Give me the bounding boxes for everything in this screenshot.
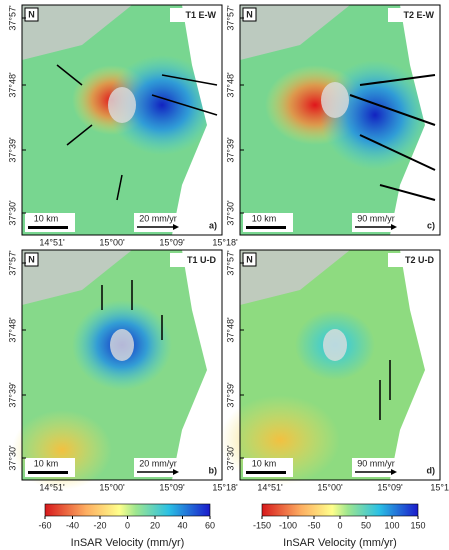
panel-title: T1 U-D — [187, 255, 217, 265]
label-box — [202, 219, 219, 232]
colorbar-tick-label: -60 — [38, 520, 51, 530]
lon-label: 15°00' — [99, 237, 125, 247]
label-box — [202, 464, 219, 477]
panel-label: d) — [427, 465, 436, 475]
lat-label: 37°30' — [225, 200, 235, 226]
colorbar-tick-label: -50 — [307, 520, 320, 530]
panel: T1 E-W a) N 10 km 20 mm/yr 37°57' 37°48' 37°39'… — [7, 5, 238, 247]
panel-label: a) — [209, 220, 217, 230]
arrow-head — [173, 469, 179, 475]
lon-label: 14°51' — [39, 237, 65, 247]
title-box — [388, 253, 437, 267]
lon-label: 15°09' — [377, 482, 403, 492]
lat-label: 37°39' — [225, 382, 235, 408]
colorbar-tick-label: -20 — [93, 520, 106, 530]
lat-label: 37°57' — [7, 250, 17, 276]
arrow-head — [173, 224, 179, 230]
panel-title: T1 E-W — [186, 10, 217, 20]
lat-label: 37°48' — [7, 317, 17, 343]
label-box — [420, 464, 437, 477]
colorbar — [44, 503, 211, 517]
north-arrow: N — [28, 254, 35, 264]
panel-label: b) — [209, 465, 218, 475]
arrow-scale-label: 90 mm/yr — [357, 213, 395, 223]
colorbar-tick-label: -150 — [253, 520, 271, 530]
lat-label: 37°48' — [225, 317, 235, 343]
lon-label: 15°09' — [159, 482, 185, 492]
lat-label: 37°57' — [225, 5, 235, 31]
north-box — [242, 252, 257, 267]
panel-title: T2 U-D — [405, 255, 435, 265]
lon-label: 14°51' — [39, 482, 65, 492]
lon-label: 15°18' — [212, 482, 238, 492]
map-c — [239, 4, 441, 236]
lat-label: 37°57' — [225, 250, 235, 276]
colorbar — [261, 503, 419, 517]
lon-label: 15°18' — [212, 237, 238, 247]
panel-title: T2 E-W — [404, 10, 435, 20]
panel: T1 U-D b) N 10 km 20 mm/yr 37°57' 37°48' 37°39'… — [7, 250, 238, 492]
lat-label: 37°39' — [225, 137, 235, 163]
lat-label: 37°39' — [7, 137, 17, 163]
colorbar-tick-label: 50 — [361, 520, 371, 530]
lon-label: 14°51' — [257, 482, 283, 492]
scale-bar — [28, 226, 68, 229]
arrow-head — [391, 469, 397, 475]
lat-label: 37°48' — [7, 72, 17, 98]
lon-label: 15°09' — [159, 237, 185, 247]
colorbar-tick-label: -100 — [279, 520, 297, 530]
colorbar-tick-label: 150 — [410, 520, 425, 530]
title-box — [170, 8, 219, 22]
north-box — [242, 7, 257, 22]
colorbar-tick-label: 60 — [205, 520, 215, 530]
lon-label: 15°00' — [99, 482, 125, 492]
map-d — [220, 249, 441, 485]
arrow-scale-label: 20 mm/yr — [139, 458, 177, 468]
lon-label: 15°00' — [317, 482, 343, 492]
map-b — [12, 249, 223, 490]
colorbar-tick-label: 0 — [125, 520, 130, 530]
panel: T2 E-W c) N 10 km 90 mm/yr 37°57' 37°48' 37°39'… — [225, 5, 437, 232]
lat-label: 37°39' — [7, 382, 17, 408]
scale-bar — [246, 471, 286, 474]
colorbar-tick-label: 40 — [177, 520, 187, 530]
scale-bar — [246, 226, 286, 229]
north-arrow: N — [28, 9, 35, 19]
colorbar-tick-label: -40 — [66, 520, 79, 530]
colorbar-tick-label: 100 — [384, 520, 399, 530]
title-box — [170, 253, 219, 267]
colorbar-tick-label: 20 — [150, 520, 160, 530]
arrow-scale-label: 90 mm/yr — [357, 458, 395, 468]
lon-label: 15°18' — [430, 482, 449, 492]
north-box — [24, 252, 39, 267]
scale-bar-label: 10 km — [34, 458, 59, 468]
panel: T2 U-D d) N 10 km 90 mm/yr 37°57' 37°48' 37°39'… — [225, 250, 449, 492]
map-a — [21, 4, 223, 236]
north-arrow: N — [246, 254, 253, 264]
lat-label: 37°30' — [7, 200, 17, 226]
scale-bar-label: 10 km — [34, 213, 59, 223]
colorbar-label: InSAR Velocity (mm/yr) — [71, 537, 185, 549]
lat-label: 37°48' — [225, 72, 235, 98]
lat-label: 37°57' — [7, 5, 17, 31]
scale-bar — [28, 471, 68, 474]
title-box — [388, 8, 437, 22]
scale-bar-label: 10 km — [252, 458, 277, 468]
north-arrow: N — [246, 9, 253, 19]
panel-label: c) — [427, 220, 435, 230]
lat-label: 37°30' — [7, 445, 17, 471]
lat-label: 37°30' — [225, 445, 235, 471]
label-box — [420, 219, 437, 232]
maps — [12, 4, 441, 490]
colorbar-tick-label: 0 — [337, 520, 342, 530]
arrow-scale-label: 20 mm/yr — [139, 213, 177, 223]
arrow-head — [391, 224, 397, 230]
scale-bar-label: 10 km — [252, 213, 277, 223]
colorbar-label: InSAR Velocity (mm/yr) — [283, 537, 397, 549]
north-box — [24, 7, 39, 22]
